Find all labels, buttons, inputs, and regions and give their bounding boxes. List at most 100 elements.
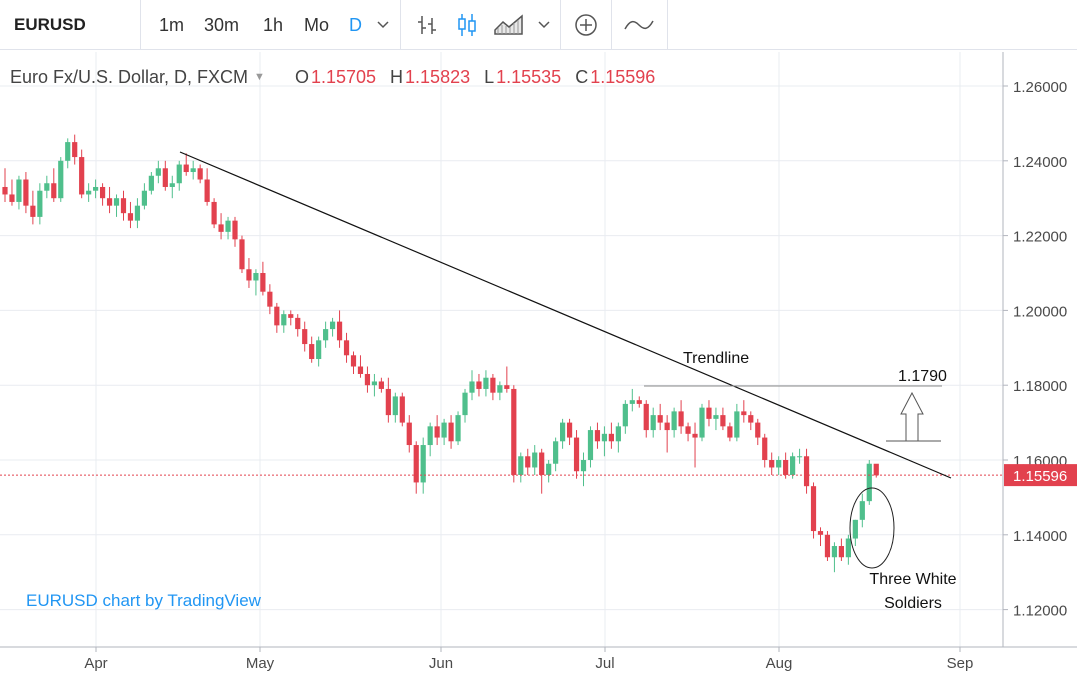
candle-up [155, 168, 161, 176]
candle-up [169, 183, 175, 187]
target-level-label: 1.1790 [898, 368, 947, 385]
candle-up [497, 385, 503, 393]
low-value: 1.15535 [496, 66, 562, 87]
candle-down [692, 433, 698, 438]
chart-legend: Euro Fx/U.S. Dollar, D, FXCM ▼ O 1.15705… [10, 64, 669, 90]
candle-up [93, 186, 99, 191]
candle-down [239, 239, 245, 270]
candle-down [476, 381, 482, 389]
compare-icon [624, 20, 654, 30]
candle-up [671, 411, 677, 431]
candle-down [678, 411, 684, 427]
high-value: 1.15823 [405, 66, 471, 87]
time-tick-label: Apr [84, 655, 107, 672]
candle-down [295, 317, 301, 330]
trendline [179, 151, 952, 479]
chevron-down-icon [377, 21, 389, 29]
candle-down [741, 411, 747, 416]
interval-30m-button[interactable]: 30m [204, 14, 240, 35]
candle-down [413, 445, 419, 483]
interval-mo-button[interactable]: Mo [304, 14, 330, 35]
candle-down [490, 377, 496, 393]
candle-up [518, 456, 524, 475]
interval-dropdown[interactable] [377, 0, 389, 50]
candle-down [608, 433, 614, 442]
candle-down [2, 186, 8, 195]
candle-up [587, 430, 594, 460]
interval-1h-button[interactable]: 1h [263, 14, 284, 35]
candlestick-series [2, 134, 879, 573]
candle-up [650, 415, 656, 431]
open-value: 1.15705 [310, 66, 377, 87]
chevron-down-icon[interactable]: ▼ [254, 71, 265, 83]
pattern-label-line2: Soldiers [884, 595, 942, 612]
candle-down [127, 213, 134, 221]
low-label: L [484, 66, 495, 87]
candle-up [37, 190, 43, 217]
time-tick-label: Aug [766, 655, 793, 672]
candle-up [615, 426, 621, 442]
candle-down [79, 157, 85, 195]
candle-up [713, 415, 719, 419]
candle-up [392, 396, 398, 416]
candle-up [483, 377, 489, 389]
candle-up [546, 463, 552, 475]
candle-down [106, 198, 113, 206]
candle-up [16, 179, 22, 202]
toolbar: EURUSD 1m 30m 1h Mo D [0, 0, 1077, 50]
candle-down [573, 437, 580, 472]
candle-up [58, 160, 64, 199]
toolbar-divider [667, 0, 668, 50]
candle-down [246, 269, 252, 281]
candle-up [601, 433, 608, 442]
bar-chart-icon [418, 16, 436, 34]
series-name[interactable]: Euro Fx/U.S. Dollar, D, FXCM [10, 66, 249, 87]
candle-down [504, 385, 510, 389]
add-indicator-button[interactable] [574, 0, 598, 50]
candle-down [769, 460, 775, 468]
candle-up [148, 175, 154, 191]
candle-down [755, 422, 761, 438]
area-chart-button[interactable] [494, 0, 524, 50]
candle-down [762, 437, 768, 460]
candles-button[interactable] [456, 0, 478, 50]
compare-button[interactable] [624, 0, 654, 50]
pattern-ellipse [849, 487, 895, 569]
candle-down [204, 179, 210, 202]
symbol-search[interactable]: EURUSD [14, 15, 86, 34]
candle-up [455, 415, 461, 442]
candle-up [176, 164, 182, 184]
bar-chart-button[interactable] [416, 0, 438, 50]
candle-down [364, 373, 371, 386]
candle-down [824, 534, 831, 558]
candle-down [873, 463, 879, 476]
tradingview-watermark[interactable]: EURUSD chart by TradingView [26, 591, 261, 610]
candle-up [86, 190, 92, 195]
candle-down [720, 415, 726, 427]
candle-up [281, 314, 287, 326]
candle-up [441, 422, 447, 438]
candle-up [553, 441, 559, 464]
candle-up [141, 190, 147, 206]
candle-up [532, 452, 538, 468]
arrow-up-icon [900, 391, 924, 442]
candle-up [420, 445, 426, 483]
candle-up [560, 422, 566, 442]
price-tick-label: 1.26000 [1013, 79, 1067, 96]
candle-down [838, 546, 844, 558]
close-value: 1.15596 [590, 66, 656, 87]
candle-up [253, 273, 259, 281]
candle-down [183, 164, 189, 173]
interval-1m-button[interactable]: 1m [159, 14, 185, 35]
candle-down [274, 306, 280, 326]
toolbar-divider [140, 0, 141, 50]
candle-up [316, 340, 322, 360]
interval-d-button[interactable]: D [349, 14, 362, 35]
candle-up [134, 205, 141, 221]
candle-down [260, 273, 266, 292]
chart-type-dropdown[interactable] [538, 0, 550, 50]
price-tick-label: 1.12000 [1013, 603, 1067, 620]
candle-up [699, 407, 705, 438]
candle-up [866, 463, 872, 502]
